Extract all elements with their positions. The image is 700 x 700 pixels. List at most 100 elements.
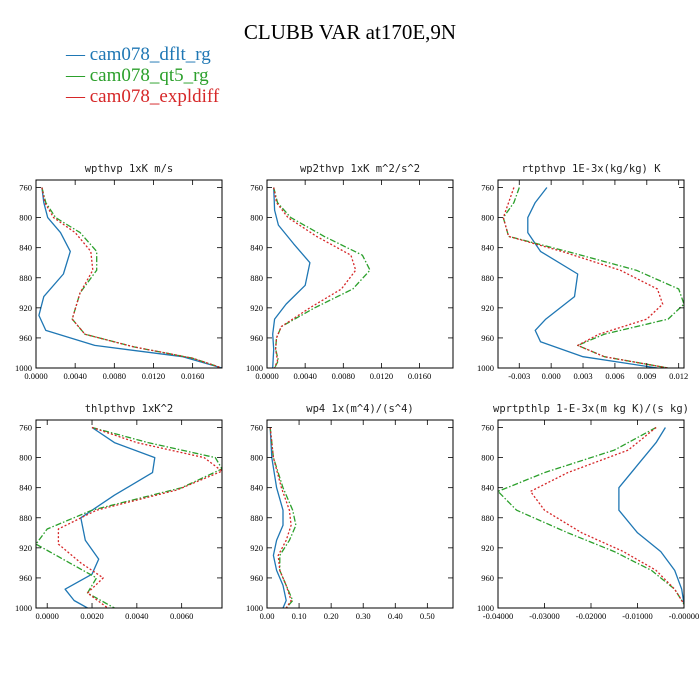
- y-tick-label: 880: [19, 513, 32, 523]
- x-tick-label: -0.03000: [529, 611, 559, 621]
- y-tick-label: 840: [19, 483, 32, 493]
- x-tick-label: 0.30: [356, 611, 371, 621]
- series-line-cam078_expldiff: [269, 427, 292, 608]
- x-tick-label: -0.00000: [669, 611, 699, 621]
- series-line-cam078_qt5_rg: [273, 187, 371, 368]
- y-tick-label: 1000: [15, 603, 32, 613]
- series-line-cam078_expldiff: [502, 187, 669, 368]
- panel-4: thlpthvp 1xK^2 760 800 840 880 920 960 1000 0.00…: [15, 403, 223, 621]
- x-tick-label: 0.012: [669, 371, 688, 381]
- y-tick-label: 960: [19, 333, 32, 343]
- panel-title: wp2thvp 1xK m^2/s^2: [300, 163, 420, 175]
- x-tick-label: 0.009: [637, 371, 656, 381]
- y-tick-label: 880: [481, 513, 494, 523]
- y-tick-label: 760: [250, 423, 263, 433]
- plot-frame: [35, 179, 223, 369]
- x-tick-label: 0.0000: [36, 611, 59, 621]
- y-tick-label: 800: [19, 453, 32, 463]
- page-title: CLUBB VAR at170E,9N: [243, 20, 457, 44]
- legend-label-expldiff: cam078_expldiff: [89, 86, 220, 107]
- panel-5: wp4 1x(m^4)/(s^4)76080084088092096010000…: [246, 403, 454, 621]
- x-tick-label: 0.0000: [24, 371, 47, 381]
- x-tick-label: 0.0120: [142, 371, 165, 381]
- series-line-cam078_dflt_rg: [269, 427, 287, 608]
- panel-6: wprtpthlp 1-E-3x(m kg K)/(s kg) 760 800 840…: [477, 403, 699, 621]
- x-tick-label: 0.00: [260, 611, 275, 621]
- series-line-cam078_expldiff: [41, 187, 222, 368]
- y-tick-label: 760: [19, 183, 32, 193]
- panel-1: wpthvp 1xK m/s76080084088092096010000.00…: [15, 163, 223, 381]
- x-tick-label: 0.000: [542, 371, 561, 381]
- series-line-cam078_dflt_rg: [38, 187, 222, 368]
- x-tick-label: 0.0160: [408, 371, 431, 381]
- series-line-cam078_qt5_rg: [502, 187, 684, 368]
- x-tick-label: 0.0040: [63, 371, 86, 381]
- series-line-cam078_dflt_rg: [527, 187, 658, 368]
- x-tick-label: 0.0160: [181, 371, 204, 381]
- y-tick-label: 840: [481, 243, 494, 253]
- y-tick-label: 920: [19, 303, 32, 313]
- x-tick-label: 0.003: [573, 371, 592, 381]
- y-tick-label: 840: [250, 243, 263, 253]
- y-tick-label: 840: [250, 483, 263, 493]
- x-tick-label: -0.04000: [483, 611, 513, 621]
- panel-title: thlpthvp 1xK^2: [85, 403, 174, 415]
- legend: — cam078_dflt_rg — cam078_qt5_rg — cam07…: [66, 44, 219, 107]
- y-tick-label: 1000: [246, 363, 263, 373]
- y-tick-label: 840: [481, 483, 494, 493]
- y-tick-label: 920: [19, 543, 32, 553]
- y-tick-label: 760: [481, 183, 494, 193]
- x-tick-label: 0.50: [420, 611, 435, 621]
- x-tick-label: 0.0040: [293, 371, 316, 381]
- series-line-cam078_dflt_rg: [618, 427, 684, 605]
- x-tick-label: 0.0040: [125, 611, 148, 621]
- series-line-cam078_qt5_rg: [36, 426, 222, 608]
- series-line-cam078_dflt_rg: [64, 426, 156, 608]
- series-line-cam078_expldiff: [273, 187, 357, 368]
- x-tick-label: 0.20: [324, 611, 339, 621]
- x-tick-label: 0.0080: [332, 371, 355, 381]
- y-tick-label: 880: [250, 513, 263, 523]
- y-tick-label: 880: [19, 273, 32, 283]
- x-tick-label: 0.10: [292, 611, 307, 621]
- panel-title: wp4 1x(m^4)/(s^4): [306, 403, 413, 415]
- legend-label-dflt: cam078_dflt_rg: [89, 44, 211, 65]
- y-tick-label: 1000: [15, 363, 32, 373]
- plot-frame: [266, 419, 454, 609]
- plot-frame: [35, 419, 223, 609]
- y-tick-label: 960: [481, 573, 494, 583]
- y-tick-label: 840: [19, 243, 32, 253]
- x-tick-label: 0.0000: [255, 371, 278, 381]
- x-tick-label: 0.40: [388, 611, 403, 621]
- y-tick-label: 960: [250, 333, 263, 343]
- series-line-cam078_qt5_rg: [498, 426, 684, 605]
- series-line-cam078_dflt_rg: [272, 187, 311, 368]
- series-line-cam078_expldiff: [529, 426, 684, 605]
- y-tick-label: 960: [250, 573, 263, 583]
- series-line-cam078_qt5_rg: [269, 427, 297, 608]
- x-tick-label: -0.003: [508, 371, 530, 381]
- series-line-cam078_qt5_rg: [41, 187, 222, 368]
- x-tick-label: 0.006: [605, 371, 624, 381]
- y-tick-label: 960: [481, 333, 494, 343]
- panel-title: wprtpthlp 1-E-3x(m kg K)/(s kg): [493, 403, 689, 415]
- x-tick-label: -0.02000: [576, 611, 606, 621]
- y-tick-label: 800: [19, 213, 32, 223]
- panel-3: rtpthvp 1E-3x(kg/kg) K 760 800 840 880 920 960…: [477, 163, 688, 381]
- y-tick-label: 800: [481, 453, 494, 463]
- y-tick-label: 920: [481, 543, 494, 553]
- x-tick-label: 0.0080: [103, 371, 126, 381]
- panel-title: rtpthvp 1E-3x(kg/kg) K: [521, 163, 661, 175]
- x-tick-label: -0.01000: [622, 611, 652, 621]
- legend-label-qt5: cam078_qt5_rg: [89, 65, 209, 86]
- y-tick-label: 920: [250, 303, 263, 313]
- series-line-cam078_expldiff: [57, 426, 222, 608]
- y-tick-label: 760: [19, 423, 32, 433]
- plot-frame: [497, 179, 685, 369]
- legend-entry-qt5: — cam078_qt5_rg: [66, 65, 219, 86]
- plot-frame: [266, 179, 454, 369]
- legend-line-qt5: —: [66, 65, 85, 86]
- legend-line-expldiff: —: [66, 86, 85, 107]
- legend-line-dflt: —: [66, 44, 85, 65]
- y-tick-label: 920: [250, 543, 263, 553]
